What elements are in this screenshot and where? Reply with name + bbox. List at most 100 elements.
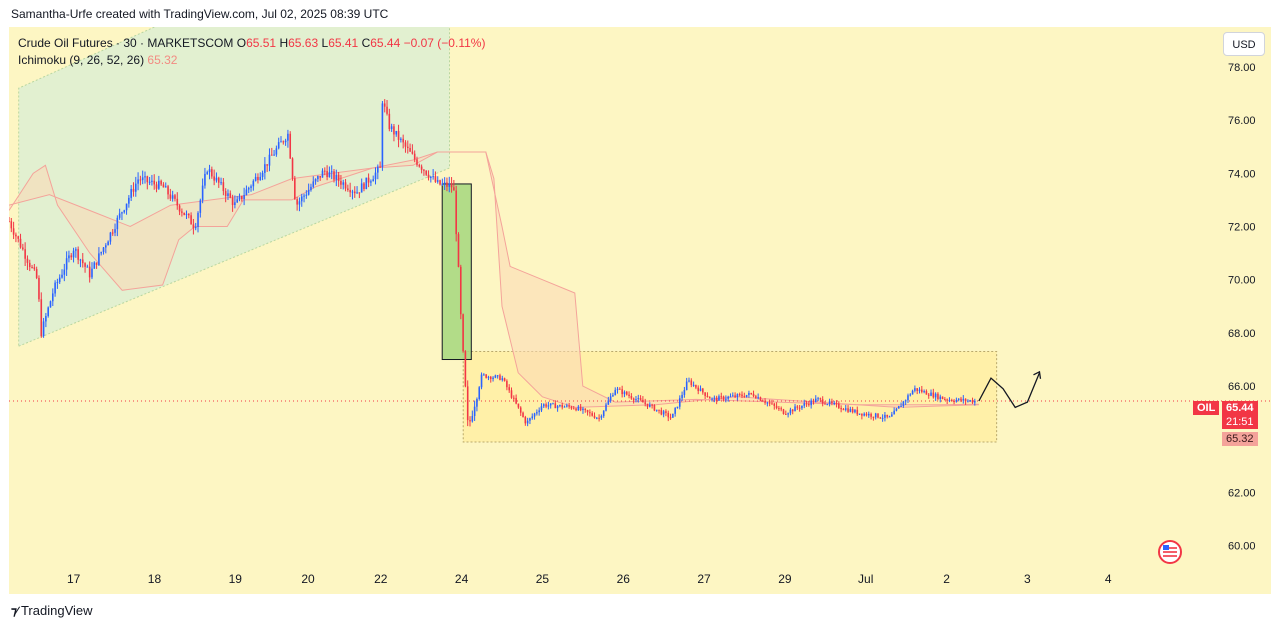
candle-body: [971, 400, 974, 403]
candle-body: [425, 170, 428, 175]
candle-body: [519, 407, 522, 413]
candle-body: [418, 164, 421, 167]
candle-body: [662, 411, 665, 415]
candle-body: [702, 388, 704, 393]
candle-body: [706, 395, 709, 398]
candle-body: [158, 180, 160, 189]
candle-body: [252, 180, 255, 187]
candle-body: [791, 409, 794, 412]
symbol-title[interactable]: Crude Oil Futures · 30 · MARKETSCOM: [18, 36, 234, 50]
candle-body: [123, 210, 126, 213]
candle-body: [105, 245, 107, 248]
candle-body: [937, 393, 939, 399]
candle-body: [10, 221, 13, 229]
candle-body: [840, 408, 842, 410]
candle-body: [914, 388, 916, 391]
candle-body: [718, 396, 720, 401]
candle-body: [934, 393, 937, 398]
candle-body: [197, 212, 199, 227]
candle-body: [485, 374, 487, 378]
candle-body: [967, 400, 969, 402]
candle-body: [697, 387, 700, 392]
candle-body: [925, 391, 928, 395]
candle-body: [432, 176, 434, 178]
candle-body: [916, 388, 918, 391]
candle-body: [390, 126, 393, 130]
candle-body: [409, 147, 411, 152]
x-tick-label: 22: [374, 572, 388, 586]
candle-body: [503, 378, 506, 381]
candle-body: [969, 400, 972, 402]
candle-body: [372, 179, 375, 182]
candle-body: [342, 182, 345, 185]
candle-body: [957, 398, 960, 400]
chart-legend: Crude Oil Futures · 30 · MARKETSCOM O65.…: [18, 35, 485, 69]
candle-body: [100, 251, 103, 254]
candle-body: [932, 392, 935, 398]
candle-body: [171, 195, 174, 199]
candle-body: [287, 133, 289, 141]
x-tick-label: 26: [617, 572, 631, 586]
candle-body: [111, 232, 114, 234]
candle-body: [764, 401, 766, 403]
candle-body: [812, 400, 815, 403]
candle-body: [480, 374, 483, 388]
candle-body: [780, 408, 782, 410]
ascending-channel: [18, 27, 450, 347]
candle-body: [206, 172, 209, 174]
candle-body: [835, 402, 838, 404]
candle-body: [847, 408, 849, 412]
candle-body: [750, 393, 753, 395]
candle-body: [778, 408, 780, 410]
candle-body: [335, 174, 338, 180]
candle-body: [114, 229, 116, 233]
candle-body: [250, 186, 252, 188]
candle-body: [831, 401, 833, 404]
candle-body: [858, 413, 861, 415]
symbol-tag: OIL: [1193, 401, 1220, 415]
candle-body: [245, 189, 248, 196]
candle-body: [927, 394, 930, 396]
candle-body: [121, 212, 123, 214]
candle-body: [872, 416, 875, 418]
candle-body: [515, 398, 517, 404]
candle-body: [824, 403, 826, 405]
candle-body: [446, 182, 448, 187]
candle-body: [745, 394, 748, 397]
y-tick-label: 62.00: [1228, 488, 1256, 500]
candle-body: [81, 259, 84, 264]
candle-body: [649, 404, 651, 407]
chart-area[interactable]: 60.0062.0064.0066.0068.0070.0072.0074.00…: [9, 27, 1271, 594]
x-tick-label: 2: [943, 572, 950, 586]
candle-body: [273, 154, 275, 156]
candle-body: [183, 212, 185, 215]
low-label: L: [321, 36, 329, 50]
candle-body: [194, 226, 197, 229]
candle-body: [738, 394, 741, 396]
candle-body: [395, 130, 398, 135]
candle-body: [817, 398, 819, 400]
y-tick-label: 72.00: [1228, 222, 1256, 234]
candle-body: [222, 182, 225, 192]
candle-body: [785, 413, 787, 415]
currency-button[interactable]: USD: [1223, 32, 1265, 56]
candle-body: [307, 190, 310, 195]
candle-body: [602, 410, 605, 417]
candle-body: [729, 396, 732, 398]
candle-body: [347, 188, 349, 191]
candle-body: [570, 406, 573, 409]
candle-body: [517, 403, 520, 408]
candle-body: [365, 177, 368, 190]
candle-body: [224, 191, 227, 197]
price-chart[interactable]: 60.0062.0064.0066.0068.0070.0072.0074.00…: [9, 27, 1271, 594]
candle-body: [144, 176, 146, 178]
candle-body: [204, 173, 206, 186]
candle-body: [300, 196, 303, 202]
indicator-title[interactable]: Ichimoku (9, 26, 52, 26): [18, 53, 145, 67]
candle-body: [690, 380, 693, 386]
candle-body: [406, 146, 409, 148]
candle-body: [810, 400, 812, 406]
candle-body: [533, 413, 536, 417]
candle-body: [436, 180, 439, 182]
candle-body: [667, 412, 670, 418]
